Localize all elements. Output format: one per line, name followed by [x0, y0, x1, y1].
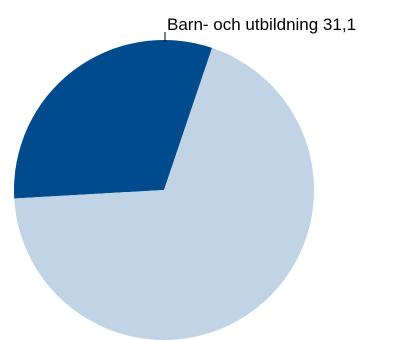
pie-slices	[13, 40, 314, 340]
pie-slice-2	[14, 47, 314, 340]
pie-slice-1	[13, 40, 213, 199]
slice-label-barn-och-utbildning: Barn- och utbildning 31,1	[167, 15, 356, 34]
